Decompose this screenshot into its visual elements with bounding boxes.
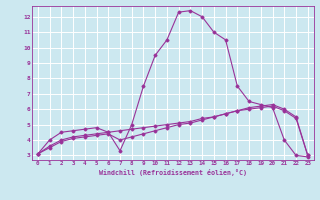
X-axis label: Windchill (Refroidissement éolien,°C): Windchill (Refroidissement éolien,°C) — [99, 169, 247, 176]
